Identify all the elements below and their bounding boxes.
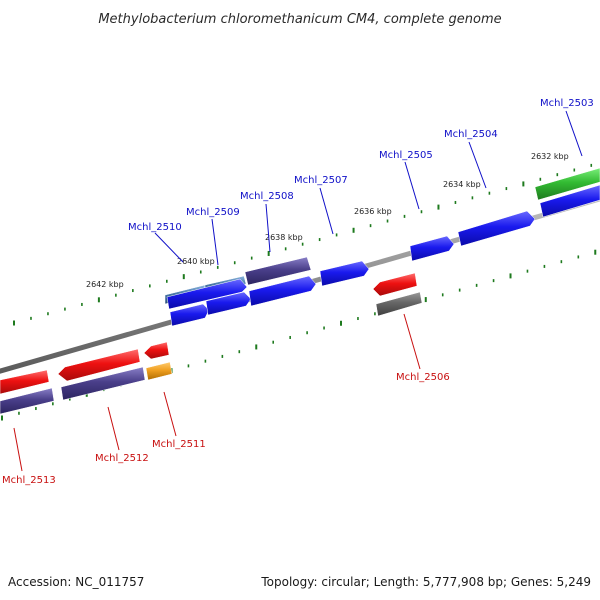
gene-mchl-2512-box[interactable] <box>60 366 146 401</box>
scale-label-2636: 2636 kbp <box>354 207 392 216</box>
map-title: Methylobacterium chloromethanicum CM4, c… <box>98 12 501 27</box>
accession-text: Accession: NC_011757 <box>8 575 144 589</box>
gene-mchl-2508-box[interactable] <box>244 256 312 286</box>
gene-label-mchl-2511[interactable]: Mchl_2511 <box>152 439 206 450</box>
forward-strand-genes <box>164 167 600 327</box>
gene-mchl-2506-arrow[interactable] <box>372 272 418 297</box>
gene-mchl-2511-box[interactable] <box>145 361 173 381</box>
forward-gene-labels: Mchl_2510 Mchl_2509 Mchl_2508 Mchl_2507 … <box>128 98 594 233</box>
scale-label-2634: 2634 kbp <box>443 180 481 189</box>
reverse-gene-labels: Mchl_2506 Mchl_2511 Mchl_2512 Mchl_2513 <box>2 372 450 486</box>
gene-label-mchl-2506[interactable]: Mchl_2506 <box>396 372 450 383</box>
leader-mchl-2506 <box>403 313 421 370</box>
gene-mchl-2511-arrow[interactable] <box>143 341 170 360</box>
gene-mchl-2509-arrow[interactable] <box>166 278 248 310</box>
gene-label-mchl-2504[interactable]: Mchl_2504 <box>444 129 498 140</box>
gene-mchl-2510-arrow[interactable] <box>169 303 210 327</box>
gene-mchl-2503-box[interactable] <box>534 167 600 201</box>
forward-tick-row <box>13 163 593 326</box>
leader-mchl-2505 <box>404 161 420 210</box>
scale-label-2642: 2642 kbp <box>86 280 124 289</box>
gene-mchl-2508-arrow[interactable] <box>248 275 317 307</box>
gene-mchl-2504-arrow[interactable] <box>457 210 536 247</box>
gene-mchl-2506-box[interactable] <box>375 291 423 317</box>
gene-label-mchl-2513[interactable]: Mchl_2513 <box>2 475 56 486</box>
reverse-strand-genes <box>0 272 423 415</box>
scale-label-2640: 2640 kbp <box>177 257 215 266</box>
scale-label-2638: 2638 kbp <box>265 233 303 242</box>
gene-mchl-2513-box[interactable] <box>0 387 55 415</box>
leader-mchl-2513 <box>13 427 23 472</box>
leader-mchl-2503 <box>565 110 583 157</box>
label-leaders <box>13 110 583 472</box>
reverse-tick-row <box>1 249 597 421</box>
leader-mchl-2509 <box>211 218 219 266</box>
gene-mchl-2505-arrow[interactable] <box>409 235 455 262</box>
scale-labels: 2642 kbp 2640 kbp 2638 kbp 2636 kbp 2634… <box>86 152 569 289</box>
gene-mchl-2507-arrow[interactable] <box>319 260 370 287</box>
gene-mchl-2503-arrow[interactable] <box>539 184 600 218</box>
gene-mchl-2512-arrow[interactable] <box>57 348 141 382</box>
leader-mchl-2508 <box>265 203 271 253</box>
leader-mchl-2512 <box>107 406 120 451</box>
gene-label-mchl-2503[interactable]: Mchl_2503 <box>540 98 594 109</box>
leader-mchl-2511 <box>163 391 177 437</box>
gene-mchl-2509b-arrow[interactable] <box>205 291 252 316</box>
leader-mchl-2504 <box>468 141 487 189</box>
genome-summary-text: Topology: circular; Length: 5,777,908 bp… <box>260 575 591 589</box>
scale-label-2632: 2632 kbp <box>531 152 569 161</box>
gene-label-mchl-2507[interactable]: Mchl_2507 <box>294 175 348 186</box>
gene-label-mchl-2509[interactable]: Mchl_2509 <box>186 207 240 218</box>
gene-label-mchl-2512[interactable]: Mchl_2512 <box>95 453 149 464</box>
gene-mchl-2513-arrow[interactable] <box>0 369 50 395</box>
leader-mchl-2510 <box>154 232 184 263</box>
gene-label-mchl-2508[interactable]: Mchl_2508 <box>240 191 294 202</box>
leader-mchl-2507 <box>319 187 334 235</box>
gene-label-mchl-2505[interactable]: Mchl_2505 <box>379 150 433 161</box>
gene-label-mchl-2510[interactable]: Mchl_2510 <box>128 222 182 233</box>
